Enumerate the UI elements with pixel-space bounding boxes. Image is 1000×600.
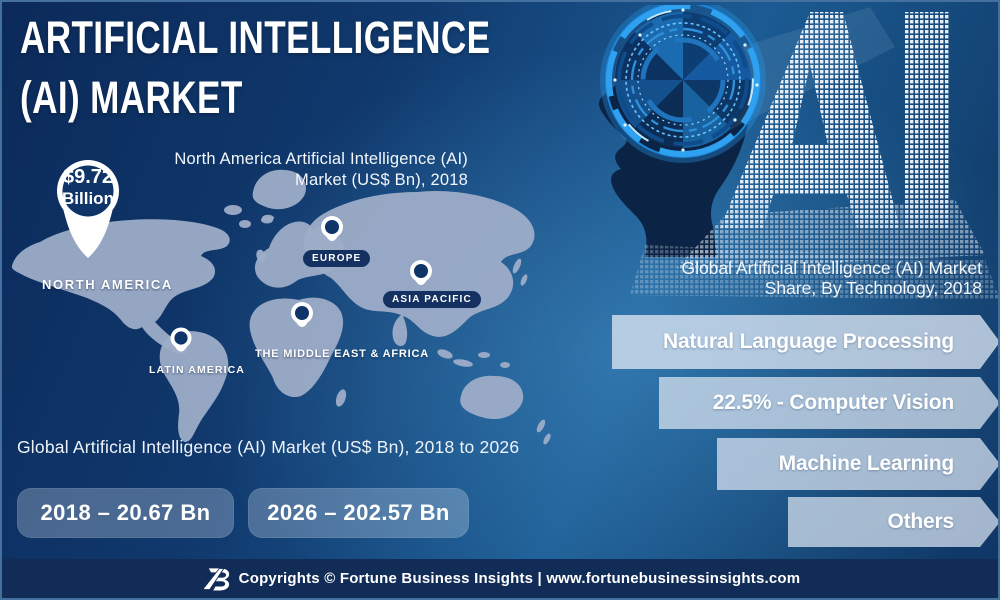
na-value-unit: Billion: [62, 189, 114, 208]
region-label-europe: EUROPE: [303, 250, 371, 267]
ai-head-artwork: [598, 5, 1000, 300]
north-america-market-caption: North America Artificial Intelligence (A…: [160, 149, 468, 191]
share-title-line1: Global Artificial Intelligence (AI) Mark…: [681, 258, 982, 278]
share-bar-nlp: Natural Language Processing: [612, 315, 1000, 369]
region-label-north-america: NORTH AMERICA: [42, 277, 173, 292]
map-pins: [57, 160, 432, 352]
asia-pacific-pin: [410, 260, 432, 285]
region-label-asia-pacific: ASIA PACIFIC: [383, 291, 481, 308]
share-bar-machine-learning-label: Machine Learning: [778, 452, 954, 475]
north-america-pin: [57, 160, 119, 258]
region-label-latin-america: LATIN AMERICA: [149, 364, 245, 376]
stat-2018: 2018 – 20.67 Bn: [17, 488, 234, 538]
na-value-amount: $9.72: [62, 166, 114, 188]
latin-america-pin: [170, 327, 192, 352]
fortune-business-insights-logo: [201, 567, 229, 590]
share-bar-others-label: Others: [887, 510, 954, 533]
share-bar-others: Others: [788, 497, 1000, 547]
page-title: ARTIFICIAL INTELLIGENCE (AI) MARKET: [20, 8, 623, 128]
middle-east-africa-pin: [291, 302, 313, 327]
share-bar-machine-learning: Machine Learning: [717, 438, 1000, 490]
europe-pin: [321, 216, 343, 241]
region-label-middle-east-africa: THE MIDDLE EAST & AFRICA: [255, 348, 430, 360]
page-title-line2: (AI) MARKET: [20, 72, 243, 123]
na-caption-line2: Market (US$ Bn), 2018: [295, 171, 468, 189]
share-bar-computer-vision-label: 22.5% - Computer Vision: [712, 391, 954, 414]
share-title-line2: Share, By Technology, 2018: [764, 278, 982, 298]
global-market-caption: Global Artificial Intelligence (AI) Mark…: [17, 437, 520, 457]
ai-letters-icon: [720, 12, 950, 228]
circuit-rings-icon: [600, 5, 766, 163]
footer: Copyrights © Fortune Business Insights |…: [2, 559, 998, 598]
page-title-line1: ARTIFICIAL INTELLIGENCE: [20, 12, 491, 63]
share-bar-nlp-label: Natural Language Processing: [662, 330, 954, 353]
technology-share-title: Global Artificial Intelligence (AI) Mark…: [582, 258, 982, 298]
footer-copyright-text: Copyrights © Fortune Business Insights |…: [238, 570, 801, 587]
north-america-value: $9.72 Billion: [48, 167, 128, 209]
world-map: [11, 160, 551, 445]
share-bar-computer-vision: 22.5% - Computer Vision: [659, 377, 1000, 429]
stat-2026: 2026 – 202.57 Bn: [248, 488, 469, 538]
ai-letters-scatter-icon: [630, 200, 1000, 300]
na-caption-line1: North America Artificial Intelligence (A…: [174, 150, 468, 168]
